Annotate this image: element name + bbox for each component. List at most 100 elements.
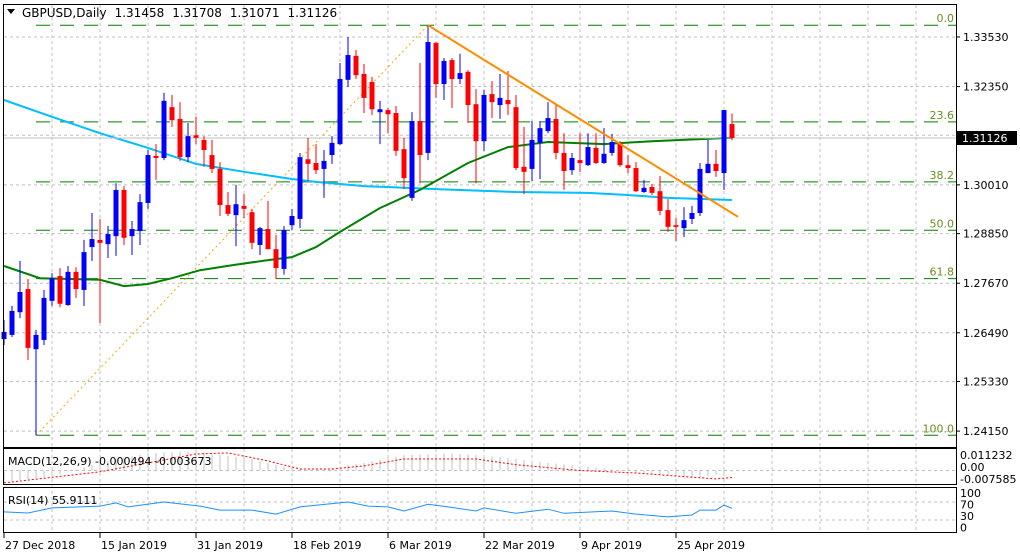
candle-body [569,157,575,171]
candle-body [537,128,543,143]
candle-body [361,73,367,98]
date-label: 27 Dec 2018 [5,539,75,552]
candle [577,133,583,172]
candle-body [529,139,535,169]
candle-body [17,292,23,313]
ohlc-open: 1.31458 [115,6,165,20]
candle-body [465,71,471,106]
candle-body [697,168,703,214]
candle [441,57,447,100]
candle-body [337,78,343,145]
candle [193,116,199,145]
macd-signal-line [3,452,733,484]
current-price-label: 1.31126 [957,131,1017,145]
candle-body [313,163,319,171]
candle [401,137,407,190]
fibonacci-retracement[interactable]: 0.0 23.6 38.2 50.0 61.8 100.0 [35,12,956,436]
candle [513,94,519,171]
candle-body [521,166,527,172]
candle-body [425,42,431,153]
candle [305,137,311,182]
candle [329,136,335,164]
candle [265,200,271,250]
moving-averages [3,99,733,288]
candle-body [121,189,127,238]
candle-body [297,157,303,219]
candle-body [153,155,159,158]
fib-level-label: 100.0 [923,422,955,435]
price-label: 1.32350 [963,81,1009,94]
candle [17,260,23,319]
candle-body [609,142,615,153]
candle [641,179,647,193]
candle [689,205,695,224]
candle [201,136,207,167]
price-axis: 1.33530 1.32350 1.30010 1.28850 1.27670 1.264… [956,31,1009,438]
candle [697,163,703,216]
candle-body [25,289,31,348]
descending-trendline [427,24,739,218]
candle [57,268,63,308]
candle-body [161,100,167,158]
fib-level-label: 61.8 [930,266,955,279]
candle-body [249,212,255,243]
candle-body [89,239,95,248]
candle [657,176,663,216]
candle [553,104,559,160]
candle-body [321,160,327,169]
candle-body [281,230,287,269]
candle [281,226,287,275]
price-label: 1.25330 [963,376,1009,389]
candle-body [657,191,663,211]
candle [625,155,631,174]
candle-body [489,94,495,103]
price-label: 1.28850 [963,228,1009,241]
symbol-timeframe: GBPUSD,Daily [22,6,107,20]
candle-body [473,104,479,142]
moving-average-mid-line [3,136,733,288]
candle [25,278,31,361]
current-price-value: 1.31126 [962,132,1008,145]
candle-body [329,142,335,156]
macd-axis-label: 0.011232 [960,449,1013,462]
candle-body [553,118,559,153]
dropdown-triangle-icon[interactable] [7,9,15,14]
candle [97,218,103,324]
candle-body [177,118,183,158]
candle-body [681,220,687,229]
candle-body [129,228,135,237]
candle [665,199,671,232]
candle-body [65,271,71,306]
candle-body [513,107,519,169]
candle [633,162,639,193]
candle [65,265,71,306]
candle-body [721,110,727,174]
candle [321,150,327,198]
macd-label: MACD(12,26,9) -0.000494 -0.003673 [8,455,211,468]
candle [417,63,423,184]
candle [465,70,471,124]
candle [249,208,255,250]
candle-body [345,55,351,80]
candle-body [105,234,111,245]
rsi-axis-label: 100 [960,487,981,500]
candle [41,289,47,345]
candle [729,113,735,141]
date-label: 22 Mar 2019 [485,539,555,552]
fib-level-label: 50.0 [930,217,955,230]
candle-body [257,228,263,245]
candle [9,305,15,337]
trendline[interactable] [427,24,739,218]
candle-body [577,160,583,164]
candle-body [49,278,55,301]
candle-body [665,210,671,227]
date-label: 18 Feb 2019 [293,539,361,552]
price-label: 1.30010 [963,179,1009,192]
candle [185,123,191,163]
candle-body [185,136,191,158]
candle-body [265,228,271,250]
candle [73,267,79,298]
candle-body [353,55,359,76]
